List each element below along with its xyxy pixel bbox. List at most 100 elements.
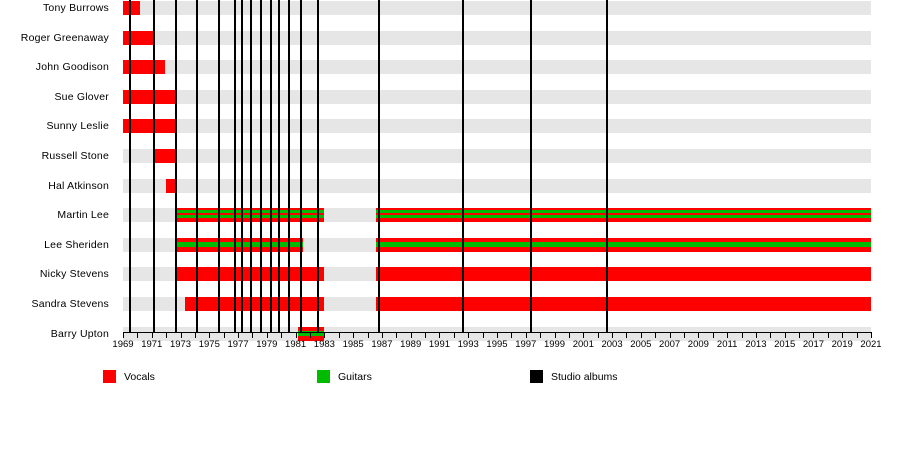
x-axis-tick [583,333,585,338]
x-axis-tick-label: 1991 [428,339,451,350]
studio-album-marker [240,0,243,332]
timeline-row-background [123,178,871,193]
x-axis-tick [425,333,427,338]
chart-legend: Vocals Guitars Studio albums [0,370,900,394]
x-axis-tick [871,333,872,338]
x-axis-tick [252,333,254,338]
x-axis-tick-label: 2021 [860,339,882,350]
legend-item-guitars[interactable]: Guitars [317,370,372,383]
x-axis-tick-label: 2009 [687,339,709,350]
timeline-bar [123,1,141,15]
member-label-column: Tony Burrows Roger Greenaway John Goodison… [0,0,117,340]
x-axis-tick [410,333,412,338]
x-axis-tick [669,333,671,338]
x-axis-tick [597,333,599,338]
x-axis-tick-label: 1993 [457,339,479,350]
x-axis-tick [525,333,527,338]
member-label-nicky-stevens: Nicky Stevens [39,268,109,281]
x-axis-tick [367,333,369,338]
x-axis-tick [698,333,700,338]
timeline-bar [376,267,871,282]
x-axis-tick-label: 2013 [745,339,767,350]
x-axis-tick [655,333,657,338]
legend-label: Studio albums [551,370,618,383]
member-label-barry-upton: Barry Upton [50,327,109,340]
studio-album-marker [128,0,131,332]
x-axis-tick [194,333,196,338]
x-axis-tick-label: 2019 [831,339,853,350]
x-axis-tick [396,333,398,338]
studio-album-marker [462,0,465,332]
timeline-row-background [123,30,871,45]
studio-album-marker [606,0,609,332]
x-axis-tick [640,333,642,338]
x-axis-tick-label: 1999 [543,339,566,350]
x-axis-tick [151,333,153,338]
x-axis-tick-label: 1985 [342,339,364,350]
member-label-russell-stone: Russell Stone [41,150,109,162]
x-axis-tick [770,333,772,338]
x-axis-tick [827,333,829,338]
legend-item-studio-albums[interactable]: Studio albums [530,370,618,383]
x-axis-tick [612,333,614,338]
x-axis-tick-label: 1989 [400,339,422,350]
x-axis-tick-label: 1995 [486,339,508,350]
x-axis-tick [511,333,513,338]
timeline-bar [123,30,154,45]
legend-swatch-icon [103,370,116,383]
x-axis-tick [684,333,685,338]
member-label-lee-sheriden: Lee Sheriden [44,238,109,251]
member-label-sandra-stevens: Sandra Stevens [31,298,109,310]
x-axis-tick-label: 1987 [371,339,393,350]
x-axis-tick-label: 1981 [285,339,307,350]
timeline-row-background [123,119,871,134]
x-axis-tick [712,333,714,338]
x-axis-tick-label: 2017 [802,339,825,350]
legend-label: Vocals [124,370,155,383]
studio-album-marker [317,0,320,332]
x-axis-tick [842,333,844,338]
timeline-plot-area [123,0,871,341]
x-axis-tick [497,333,498,338]
timeline-bar [174,237,303,252]
x-axis-tick [727,333,729,338]
x-axis-tick [166,333,168,338]
x-axis-tick [353,333,355,338]
x-axis-tick [223,333,225,338]
timeline-bar [123,119,175,134]
x-axis-tick [209,333,211,338]
x-axis-tick [856,333,858,338]
member-label-hal-atkinson: Hal Atkinson [48,179,109,192]
x-axis-tick [295,333,297,338]
studio-album-marker [299,0,302,332]
member-label-tony-burrows: Tony Burrows [42,2,109,14]
x-axis-tick-label: 2011 [716,339,738,350]
studio-album-marker [288,0,291,332]
x-axis-tick-label: 1977 [227,339,249,350]
timeline-bar [376,237,871,252]
x-axis-tick-label: 1983 [313,339,335,350]
x-axis-tick-label: 1971 [141,339,163,350]
x-axis-tick-label: 2007 [659,339,681,350]
legend-swatch-icon [317,370,330,383]
x-axis-tick [281,333,283,338]
legend-item-vocals[interactable]: Vocals [103,370,155,383]
timeline-row-background [123,149,871,163]
x-axis-tick [180,333,182,338]
x-axis-tick [381,333,383,338]
x-axis-tick [453,333,455,338]
x-axis-tick [324,333,326,338]
studio-album-marker [249,0,252,332]
timeline-bar [376,208,871,223]
timeline-row-background [123,1,871,15]
legend-swatch-icon [530,370,543,383]
studio-album-marker [217,0,220,332]
legend-label: Guitars [338,370,372,383]
x-axis-tick [238,333,240,338]
timeline-bar [166,178,175,193]
timeline-bar [184,297,325,311]
x-axis-tick [310,333,311,338]
timeline-row-background [123,60,871,75]
studio-album-marker [174,0,177,332]
